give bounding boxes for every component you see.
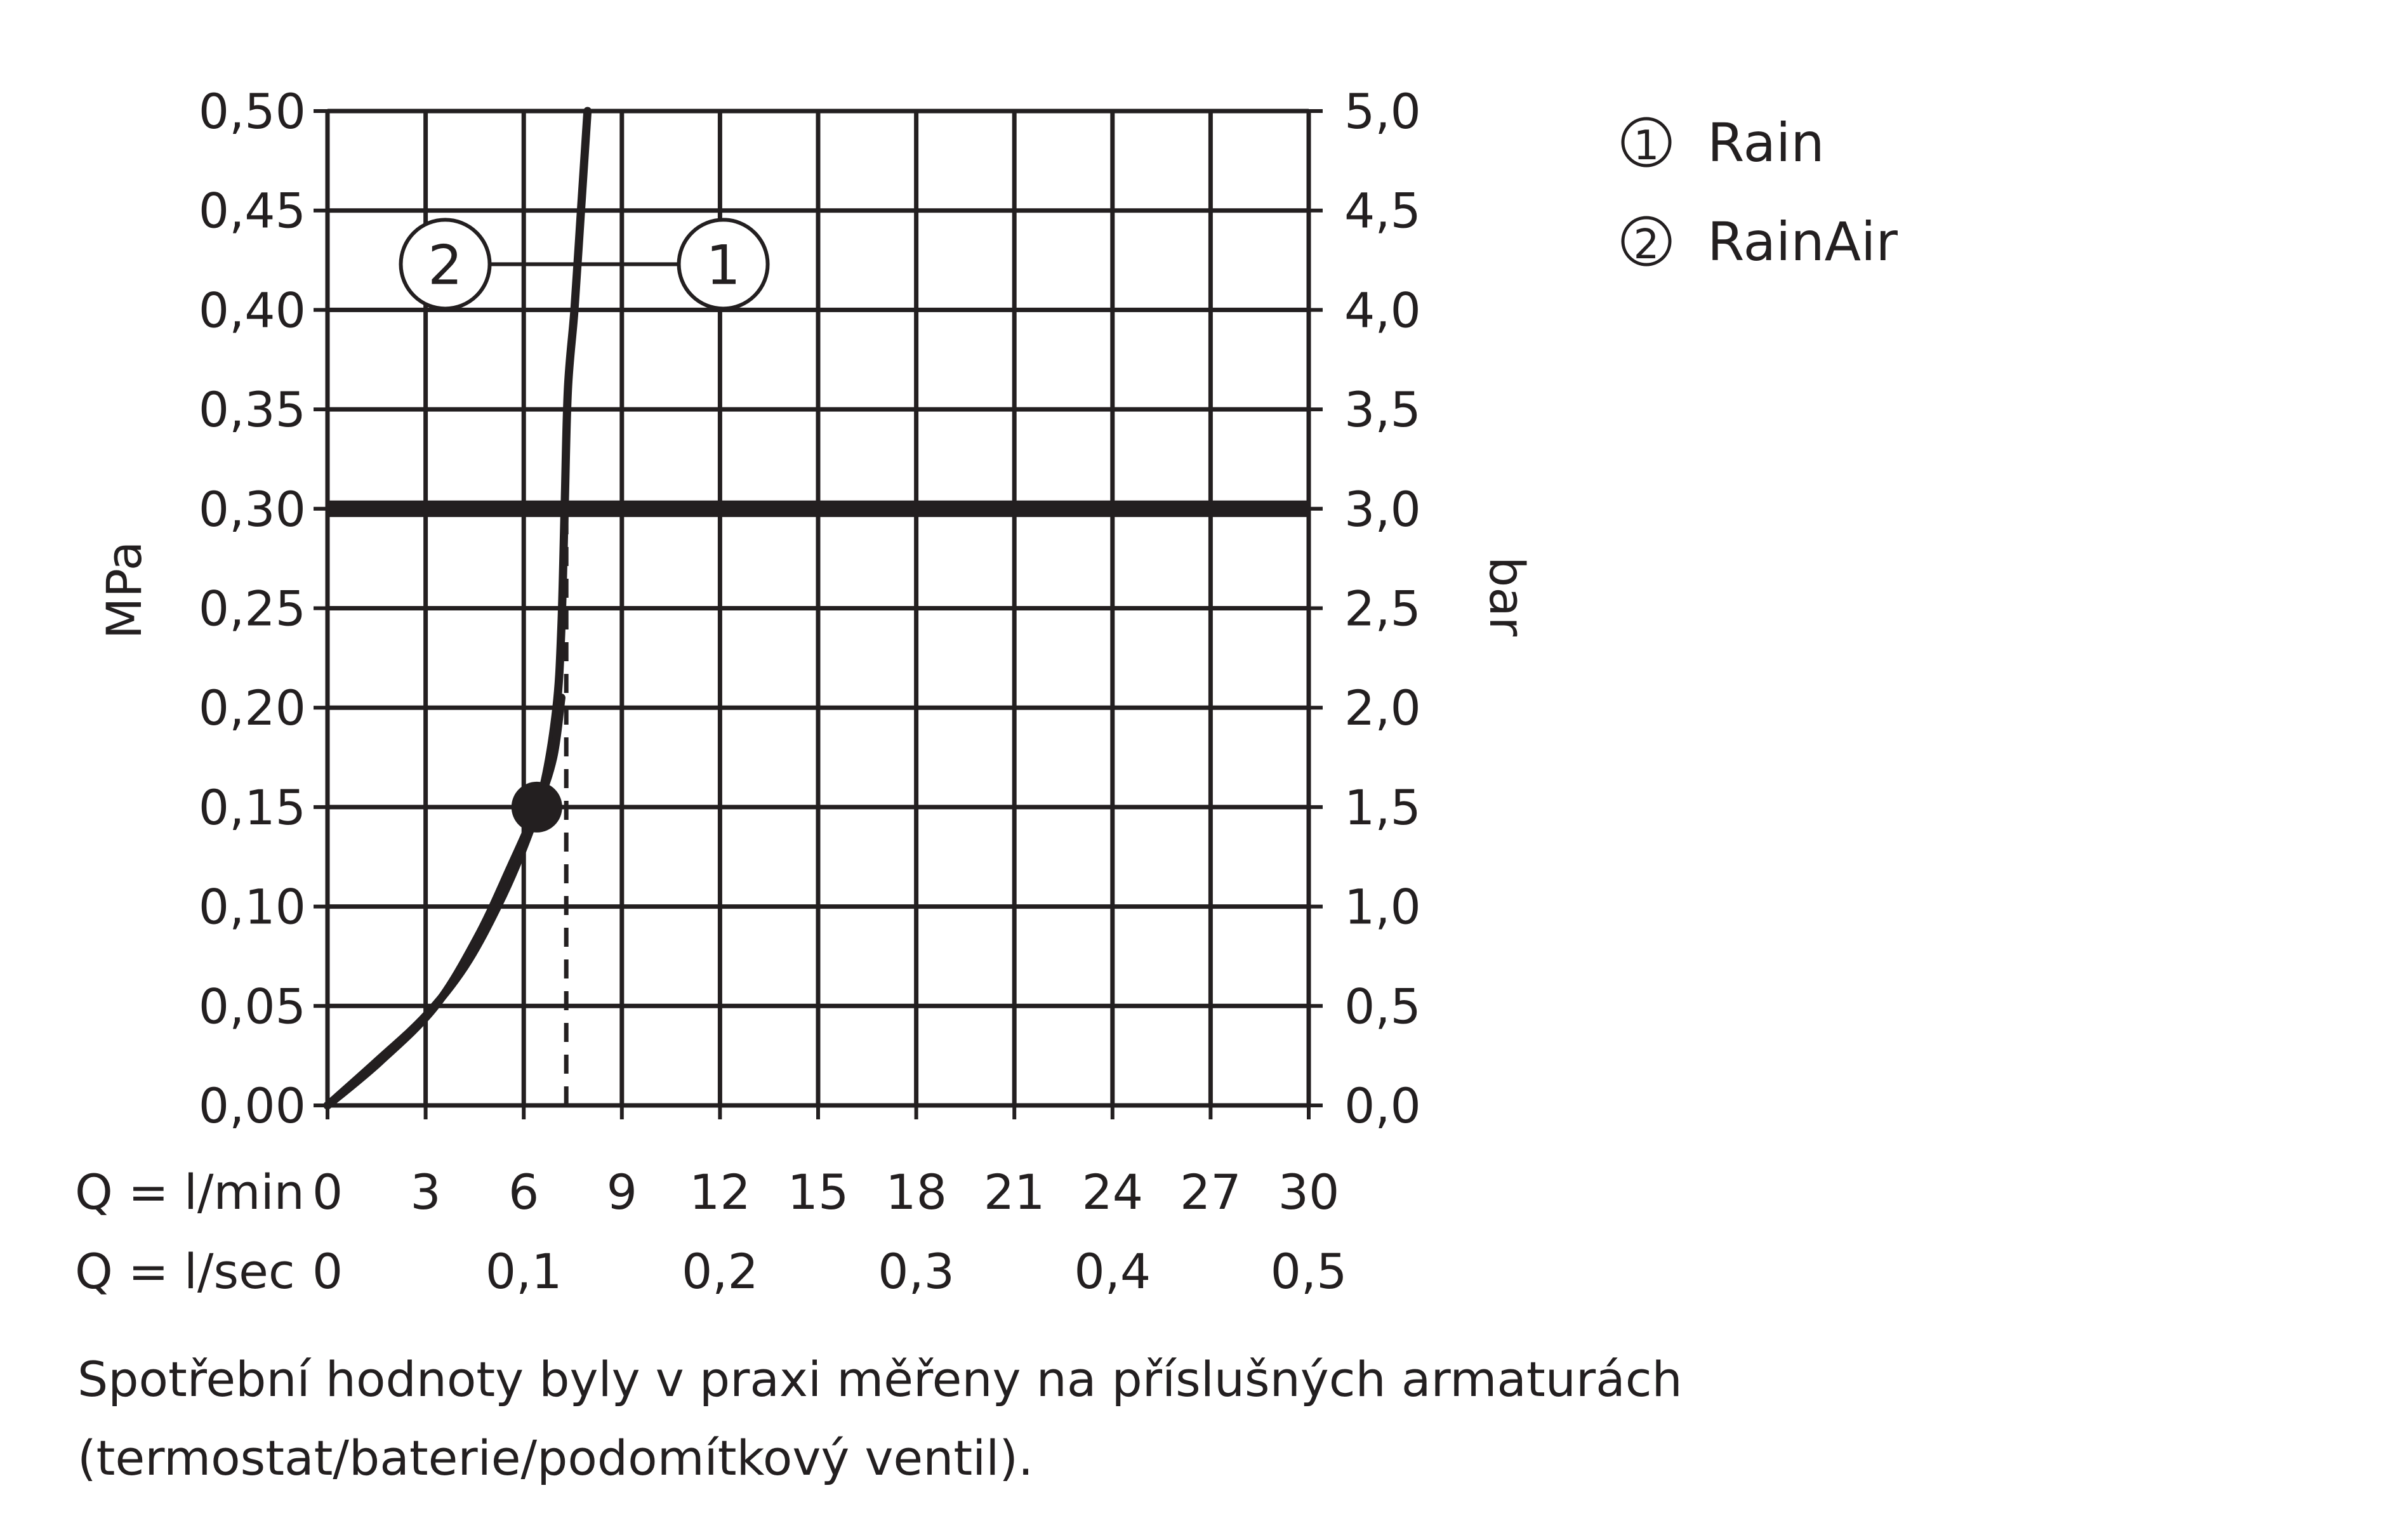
x-tick-label-lmin: 21 — [984, 1164, 1045, 1220]
y-right-tick-label: 3,0 — [1344, 481, 1421, 537]
y-right-tick-label: 2,5 — [1344, 581, 1421, 637]
legend: 1 Rain 2 RainAir — [1621, 112, 1898, 273]
y-left-tick-label: 0,25 — [199, 581, 306, 637]
y-left-tick-label: 0,30 — [199, 481, 306, 537]
y-left-tick-label: 0,35 — [199, 381, 306, 438]
callout-number-2: 2 — [428, 234, 463, 297]
y-right-tick-label: 1,5 — [1344, 779, 1421, 836]
series-lines — [323, 107, 592, 1110]
x-tick-label-lsec: 0,3 — [878, 1243, 955, 1300]
legend-entry-rain: 1 Rain — [1621, 112, 1825, 174]
legend-label-rain: Rain — [1707, 112, 1825, 174]
x-tick-label-lmin: 24 — [1082, 1164, 1143, 1220]
legend-entry-rainair: 2 RainAir — [1621, 211, 1898, 273]
x-tick-label-lsec: 0,1 — [486, 1243, 562, 1300]
x-tick-label-lmin: 9 — [607, 1164, 637, 1220]
x-tick-label-lsec: 0,4 — [1074, 1243, 1151, 1300]
x-axis-label-lsec: Q = l/sec — [75, 1243, 295, 1300]
x-tick-label-lmin: 18 — [885, 1164, 947, 1220]
y-left-tick-label: 0,50 — [199, 83, 306, 140]
y-right-tick-label: 1,0 — [1344, 879, 1421, 935]
x-tick-label-lmin: 0 — [312, 1164, 343, 1220]
y-left-tick-label: 0,10 — [199, 879, 306, 935]
y-axis-left-label: MPa — [96, 541, 152, 640]
callout-circle-2 — [399, 218, 492, 311]
y-right-tick-label: 3,5 — [1344, 381, 1421, 438]
y-right-tick-label: 5,0 — [1344, 83, 1421, 140]
y-right-tick-label: 0,5 — [1344, 978, 1421, 1034]
y-left-tick-label: 0,20 — [199, 680, 306, 736]
legend-marker-number: 1 — [1634, 122, 1660, 169]
x-tick-label-lsec: 0,5 — [1271, 1243, 1347, 1300]
y-left-tick-label: 0,05 — [199, 978, 306, 1034]
legend-label-rainair: RainAir — [1707, 211, 1898, 273]
y-right-tick-label: 4,5 — [1344, 183, 1421, 239]
y-right-tick-label: 0,0 — [1344, 1077, 1421, 1134]
x-tick-label-lmin: 15 — [788, 1164, 849, 1220]
x-tick-label-lmin: 27 — [1180, 1164, 1241, 1220]
x-tick-label-lmin: 6 — [508, 1164, 539, 1220]
operating-point-dot — [511, 781, 562, 833]
x-axis-label-lmin: Q = l/min — [75, 1164, 305, 1220]
legend-marker-number: 2 — [1634, 221, 1660, 268]
callout-number-1: 1 — [706, 234, 741, 297]
y-left-tick-label: 0,45 — [199, 183, 306, 239]
x-tick-label-lmin: 3 — [410, 1164, 440, 1220]
callout-circle-1 — [677, 218, 770, 311]
y-left-tick-label: 0,00 — [199, 1077, 306, 1134]
legend-marker-circle — [1621, 117, 1672, 168]
y-axis-right-label: bar — [1479, 557, 1535, 637]
x-tick-label-lsec: 0,2 — [682, 1243, 758, 1300]
y-left-tick-label: 0,15 — [199, 779, 306, 836]
legend-marker-circle — [1621, 216, 1672, 267]
y-right-tick-label: 4,0 — [1344, 282, 1421, 338]
series-line-2 — [323, 694, 566, 1110]
x-tick-label-lsec: 0 — [312, 1243, 343, 1300]
y-right-tick-label: 2,0 — [1344, 680, 1421, 736]
tick-labels: 0,00 0,00,05 0,50,10 1,00,15 1,50,20 2,00,25 2… — [199, 83, 1421, 1300]
x-tick-label-lmin: 30 — [1278, 1164, 1340, 1220]
chart-caption: Spotřební hodnoty byly v praxi měřeny na… — [77, 1351, 1683, 1486]
y-left-tick-label: 0,40 — [199, 282, 306, 338]
x-tick-label-lmin: 12 — [689, 1164, 751, 1220]
operating-point — [511, 781, 562, 833]
